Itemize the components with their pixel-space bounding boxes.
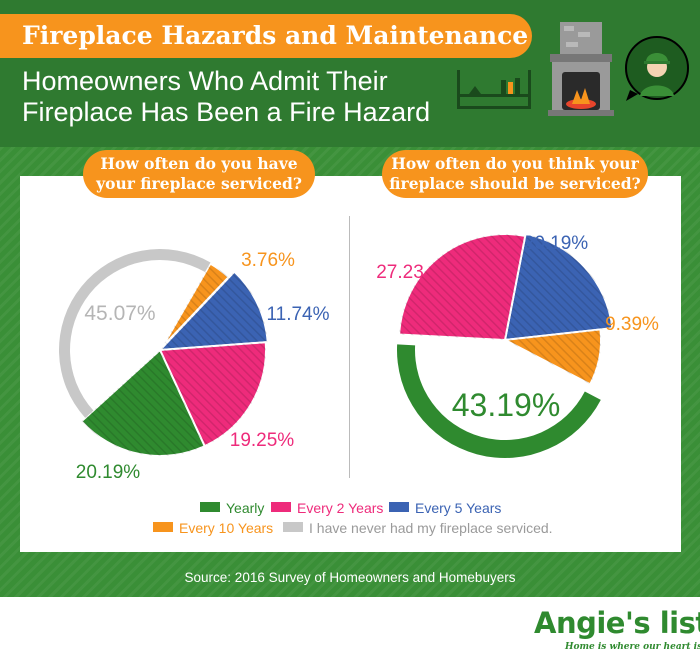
pie2-label-every-5-years: 20.19% xyxy=(524,233,589,254)
angies-list-logo: Angie's list xyxy=(534,606,700,640)
right-question-pill: How often do you think your fireplace sh… xyxy=(382,150,648,198)
left-question-line-1: How often do you have xyxy=(100,154,298,173)
page-title: Fireplace Hazards and Maintenance xyxy=(22,21,529,50)
subtitle-line-2: Fireplace Has Been a Fire Hazard xyxy=(22,97,431,127)
pie2-label-every-2-years: 27.23 xyxy=(376,262,424,283)
pie1-label-i-have-never-had-my-fireplace-serviced: 45.07% xyxy=(84,302,155,325)
subtitle-line-1: Homeowners Who Admit Their xyxy=(22,66,388,96)
pie2-label-every-10-years: 9.39% xyxy=(605,314,659,335)
pie2-slice-every-5-years xyxy=(503,232,614,342)
pie1-slice-i-have-never-had-my-fireplace-serviced xyxy=(59,249,211,418)
legend-label-never-serviced: I have never had my fireplace serviced. xyxy=(309,520,553,536)
pie2-slice-every-2-years xyxy=(398,233,527,342)
pie1-slice-every-5-years xyxy=(157,270,269,352)
pie1-slice-yearly xyxy=(80,348,206,457)
legend-swatch-every-2-years xyxy=(271,502,291,512)
legend-label-every-10-years: Every 10 Years xyxy=(179,520,274,536)
legend-item-every-10-years: Every 10 Years xyxy=(153,520,273,536)
pie2-slice-yearly xyxy=(397,344,601,458)
legend-item-yearly: Yearly xyxy=(200,500,264,516)
legend-label-every-2-years: Every 2 Years xyxy=(297,500,384,516)
fireplace-icon xyxy=(548,22,614,116)
pie2-slice-every-10-years xyxy=(501,328,602,386)
pie1-label-every-2-years: 19.25% xyxy=(230,430,295,451)
chart-divider xyxy=(349,216,350,478)
legend-swatch-every-5-years xyxy=(389,502,409,512)
legend-swatch-yearly xyxy=(200,502,220,512)
legend-label-every-5-years: Every 5 Years xyxy=(415,500,502,516)
legend-item-every-2-years: Every 2 Years xyxy=(271,500,383,516)
legend-swatch-never-serviced xyxy=(283,522,303,532)
left-question-pill: How often do you have your fireplace ser… xyxy=(83,150,315,198)
pie1-label-every-10-years: 3.76% xyxy=(241,250,295,271)
source-note: Source: 2016 Survey of Homeowners and Ho… xyxy=(184,570,516,585)
brand-tagline: Home is where our heart is. xyxy=(565,642,700,652)
legend-item-every-5-years: Every 5 Years xyxy=(389,500,501,516)
pie1-label-yearly: 20.19% xyxy=(76,462,141,483)
homeowner-avatar-icon xyxy=(625,36,689,101)
right-question-line-1: How often do you think your xyxy=(391,154,639,173)
pie1-label-every-5-years: 11.74% xyxy=(266,304,329,325)
legend-label-yearly: Yearly xyxy=(226,500,265,516)
right-question-line-2: fireplace should be serviced? xyxy=(389,174,641,193)
bookshelf-icon xyxy=(457,70,531,109)
header-banner: Fireplace Hazards and Maintenance Homeow… xyxy=(0,0,700,147)
legend-item-never-serviced: I have never had my fireplace serviced. xyxy=(283,520,553,536)
pie2-label-yearly: 43.19% xyxy=(452,387,561,423)
pie1-slice-every-2-years xyxy=(158,341,267,448)
legend-swatch-every-10-years xyxy=(153,522,173,532)
left-question-line-2: your fireplace serviced? xyxy=(96,174,302,193)
title-banner: Fireplace Hazards and Maintenance xyxy=(0,14,532,58)
